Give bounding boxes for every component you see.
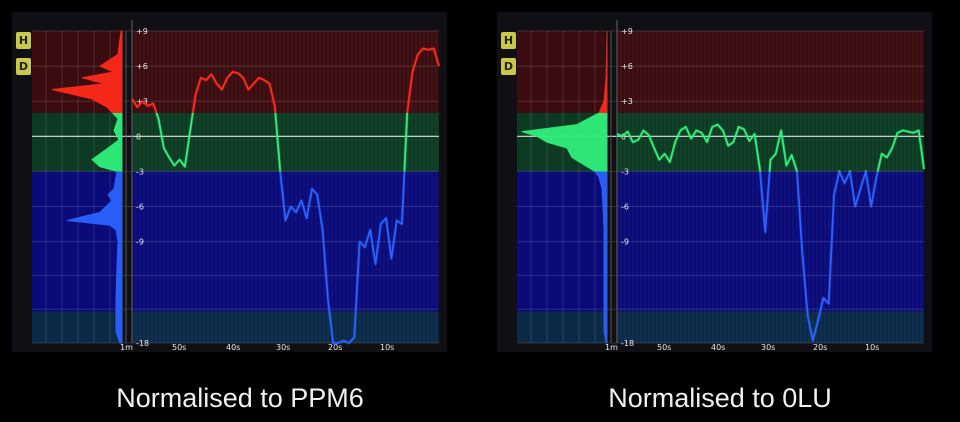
h-button[interactable]: H bbox=[501, 32, 516, 49]
y-tick-label: -6 bbox=[621, 203, 629, 212]
x-tick-label: 20s bbox=[328, 343, 342, 352]
y-tick-label: -3 bbox=[136, 167, 144, 176]
loudness-histogram bbox=[521, 30, 608, 344]
loudness-panel-left: +9 +6 +3 0 -3 -6 -9 -18 1m 50s 40s 30s 20s 10s H D bbox=[12, 12, 447, 352]
loudness-curve bbox=[616, 123, 925, 342]
y-tick-label: +9 bbox=[621, 27, 633, 36]
zone-band-teal bbox=[517, 311, 605, 343]
x-tick-label: 1m bbox=[120, 343, 133, 352]
y-tick-label: +6 bbox=[136, 62, 148, 71]
y-tick-label: -6 bbox=[136, 203, 144, 212]
h-button[interactable]: H bbox=[16, 32, 31, 49]
zone-band-red bbox=[617, 31, 924, 113]
loudness-curve bbox=[131, 47, 440, 344]
x-tick-label: 10s bbox=[380, 343, 394, 352]
y-tick-label: -3 bbox=[621, 167, 629, 176]
zone-band-blue bbox=[517, 171, 605, 312]
y-tick-label: 0 bbox=[136, 132, 141, 141]
x-tick-label: 20s bbox=[813, 343, 827, 352]
x-tick-label: 30s bbox=[761, 343, 775, 352]
y-tick-label: -9 bbox=[621, 238, 629, 247]
x-tick-label: 50s bbox=[657, 343, 671, 352]
zone-band-red bbox=[517, 31, 605, 113]
d-button[interactable]: D bbox=[16, 58, 31, 75]
y-tick-label: -18 bbox=[136, 339, 149, 348]
zone-band-teal bbox=[32, 311, 120, 343]
zone-band-green bbox=[132, 112, 439, 172]
zone-band-teal bbox=[617, 311, 924, 343]
loudness-histogram bbox=[51, 30, 123, 344]
x-tick-label: 50s bbox=[172, 343, 186, 352]
x-tick-label: 40s bbox=[226, 343, 240, 352]
y-tick-label: -9 bbox=[136, 238, 144, 247]
y-tick-label: -18 bbox=[621, 339, 634, 348]
zone-band-teal bbox=[132, 311, 439, 343]
x-tick-label: 30s bbox=[276, 343, 290, 352]
caption-ppm6: Normalised to PPM6 bbox=[116, 383, 364, 413]
zone-band-red bbox=[132, 31, 439, 113]
y-tick-label: +9 bbox=[136, 27, 148, 36]
y-tick-label: +3 bbox=[621, 97, 633, 106]
x-tick-label: 40s bbox=[711, 343, 725, 352]
d-button[interactable]: D bbox=[501, 58, 516, 75]
x-tick-label: 10s bbox=[865, 343, 879, 352]
y-tick-label: +6 bbox=[621, 62, 633, 71]
caption-0lu: Normalised to 0LU bbox=[608, 383, 832, 413]
loudness-panel-right: +9 +6 +3 0 -3 -6 -9 -18 1m 50s 40s 30s 20s 10s H D bbox=[497, 12, 932, 352]
x-tick-label: 1m bbox=[605, 343, 618, 352]
zone-band-blue bbox=[32, 171, 120, 312]
